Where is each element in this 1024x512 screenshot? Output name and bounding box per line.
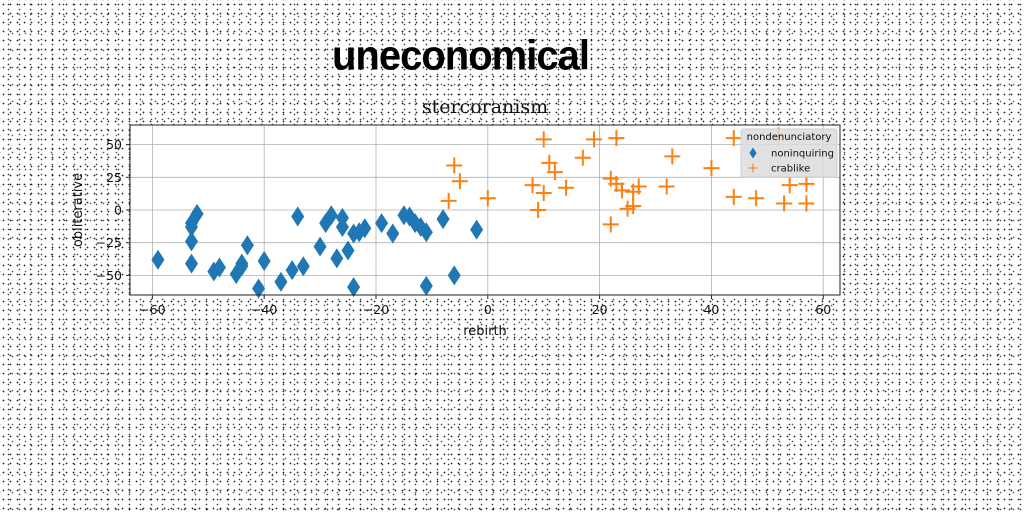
y-tick-label: 50 bbox=[106, 137, 122, 152]
crablike-point bbox=[798, 175, 815, 192]
x-tick-label: 60 bbox=[815, 302, 831, 317]
crablike-point bbox=[451, 173, 468, 190]
noninquiring-point bbox=[190, 203, 204, 224]
data-points bbox=[151, 127, 815, 299]
noninquiring-point bbox=[324, 205, 338, 226]
crablike-point bbox=[440, 192, 457, 209]
plot-frame bbox=[129, 124, 841, 296]
crablike-point bbox=[625, 198, 642, 215]
noninquiring-point bbox=[386, 223, 400, 244]
banner-title: uneconomical bbox=[332, 32, 590, 80]
crablike-point bbox=[630, 178, 647, 195]
crablike-point bbox=[535, 185, 552, 201]
crablike-point bbox=[602, 216, 619, 233]
crablike-point bbox=[725, 130, 742, 147]
noninquiring-point bbox=[419, 275, 433, 296]
legend-noninquiring-marker bbox=[749, 147, 757, 159]
noninquiring-point bbox=[184, 253, 198, 274]
legend-box bbox=[740, 128, 838, 178]
noninquiring-point bbox=[419, 222, 433, 243]
x-tick-label: 0 bbox=[484, 302, 492, 317]
crablike-point bbox=[798, 195, 815, 212]
noninquiring-point bbox=[358, 218, 372, 239]
crablike-point bbox=[703, 160, 720, 177]
noninquiring-point bbox=[184, 231, 198, 252]
noninquiring-point bbox=[347, 277, 361, 298]
y-tick-label: 0 bbox=[114, 203, 122, 218]
noninquiring-point bbox=[296, 256, 310, 277]
x-axis-label: rebirth bbox=[463, 324, 507, 339]
crablike-point bbox=[558, 179, 575, 196]
x-tick-label: 20 bbox=[592, 302, 608, 317]
crablike-point bbox=[535, 131, 552, 148]
legend-label: noninquiring bbox=[771, 149, 834, 160]
crablike-point bbox=[781, 177, 798, 194]
legend-marker bbox=[748, 163, 758, 173]
crablike-point bbox=[541, 154, 558, 171]
noninquiring-point bbox=[257, 251, 271, 271]
y-tick-label: −50 bbox=[96, 268, 122, 283]
legend-title: nondenunciatory bbox=[747, 132, 832, 143]
noninquiring-point bbox=[335, 217, 349, 237]
y-tick-label: −25 bbox=[96, 235, 122, 250]
chart-title: stercoranism bbox=[421, 96, 549, 118]
noninquiring-point bbox=[447, 265, 461, 286]
noninquiring-point bbox=[274, 271, 288, 292]
crablike-point bbox=[658, 178, 675, 195]
noninquiring-point bbox=[235, 253, 249, 274]
crablike-point bbox=[608, 130, 625, 147]
crablike-point bbox=[530, 202, 547, 218]
noninquiring-point bbox=[375, 213, 389, 234]
crablike-point bbox=[479, 190, 496, 207]
crablike-point bbox=[586, 131, 603, 148]
noninquiring-point bbox=[291, 206, 305, 227]
x-tick-label: −20 bbox=[363, 302, 389, 317]
legend-crablike-marker bbox=[748, 163, 758, 173]
x-tick-label: −40 bbox=[251, 302, 277, 317]
noninquiring-point bbox=[212, 257, 226, 278]
crablike-point bbox=[546, 164, 563, 181]
crablike-point bbox=[446, 157, 463, 174]
noninquiring-point bbox=[151, 249, 165, 270]
legend: nondenunciatory noninquiring crablike bbox=[740, 128, 838, 178]
noninquiring-point bbox=[341, 240, 355, 261]
crablike-point bbox=[574, 149, 591, 166]
y-tick-label: 25 bbox=[106, 170, 122, 185]
crablike-point bbox=[664, 148, 681, 165]
crablike-point bbox=[725, 188, 742, 205]
noninquiring-point bbox=[285, 260, 299, 281]
axis-ticks: −60 −40 −20 0 20 40 60 −50 −25 0 25 50 bbox=[96, 137, 832, 317]
noninquiring-point bbox=[313, 236, 327, 257]
noninquiring-point bbox=[470, 219, 484, 240]
x-tick-label: 40 bbox=[703, 302, 719, 317]
crablike-point bbox=[524, 177, 541, 194]
legend-marker bbox=[749, 147, 757, 159]
noninquiring-point bbox=[436, 209, 450, 230]
crablike-point bbox=[748, 190, 765, 207]
x-tick-label: −60 bbox=[139, 302, 165, 317]
crablike-point bbox=[776, 195, 793, 212]
legend-label: crablike bbox=[771, 164, 810, 175]
crablike-point bbox=[613, 182, 630, 199]
y-axis-label: obliterative bbox=[71, 173, 86, 247]
noninquiring-point bbox=[330, 248, 344, 269]
noninquiring-point bbox=[252, 278, 266, 299]
noninquiring-point bbox=[240, 235, 254, 256]
